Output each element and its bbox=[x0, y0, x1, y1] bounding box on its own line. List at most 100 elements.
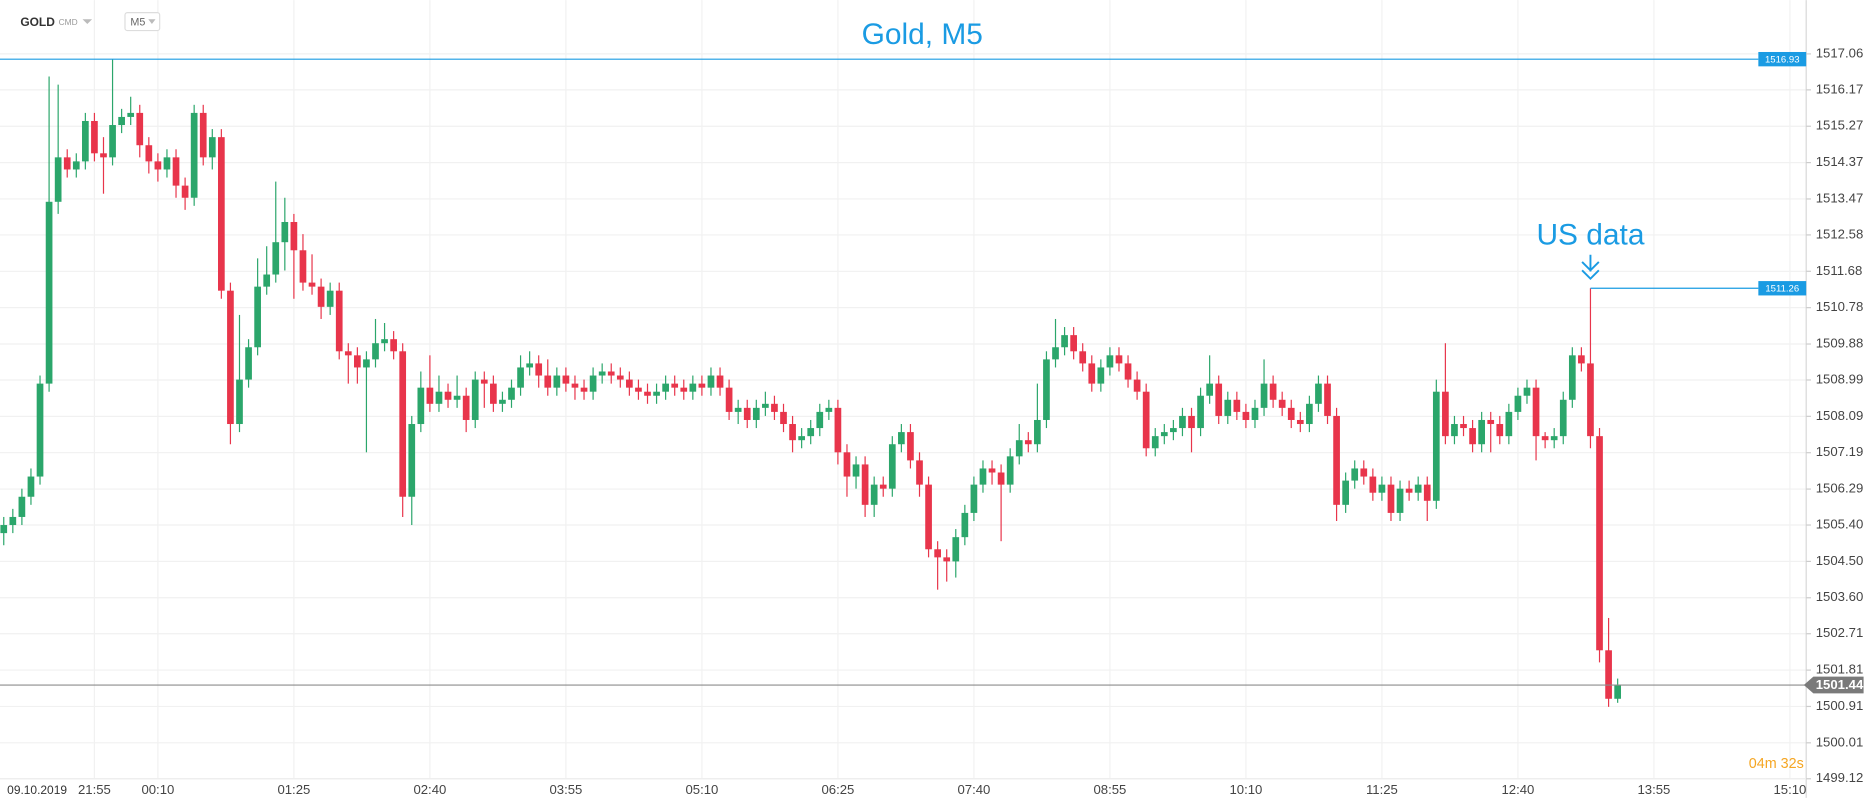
candle-body bbox=[245, 347, 252, 380]
interval-dropdown[interactable] bbox=[148, 19, 156, 25]
candle-body bbox=[635, 387, 642, 392]
candle-body bbox=[1287, 407, 1295, 420]
candle-body bbox=[236, 379, 243, 425]
candle-body bbox=[961, 512, 969, 538]
candle-body bbox=[580, 387, 588, 392]
candle-body bbox=[1505, 411, 1513, 437]
candle-body bbox=[1351, 468, 1359, 481]
candle-body bbox=[834, 407, 842, 453]
candle-body bbox=[1523, 387, 1531, 396]
candle-body bbox=[326, 290, 334, 307]
candle-body bbox=[698, 383, 706, 388]
candle-body bbox=[1532, 387, 1540, 437]
interval-select[interactable] bbox=[124, 12, 161, 32]
candle-body bbox=[72, 161, 80, 170]
candle-body bbox=[771, 403, 778, 412]
candle-body bbox=[1115, 355, 1123, 364]
candle-body bbox=[1451, 424, 1458, 437]
candle-body bbox=[1478, 419, 1486, 445]
plot bbox=[0, 59, 1622, 707]
candle-body bbox=[317, 286, 325, 307]
candle-body bbox=[1568, 355, 1576, 400]
candle-body bbox=[1442, 391, 1449, 437]
candle-body bbox=[363, 359, 370, 368]
candle-body bbox=[526, 363, 533, 368]
candle-body bbox=[290, 221, 298, 251]
candle-body bbox=[190, 112, 198, 198]
candle-body bbox=[1541, 436, 1549, 441]
candle-body bbox=[997, 472, 1005, 485]
candle-body bbox=[888, 444, 896, 489]
candle-body bbox=[1061, 335, 1068, 348]
candle-body bbox=[1496, 424, 1504, 437]
candle-body bbox=[916, 460, 923, 485]
candle-body bbox=[435, 391, 443, 404]
candle-body bbox=[490, 383, 497, 404]
y-tick-label: 1505.40 bbox=[1816, 517, 1864, 532]
candle-body bbox=[898, 432, 905, 445]
candle-body bbox=[1432, 391, 1440, 501]
candle-body bbox=[816, 411, 824, 429]
candle-body bbox=[109, 125, 116, 158]
candle-body bbox=[644, 391, 651, 396]
candle-body bbox=[499, 399, 506, 404]
candle-timer: 04m 32s bbox=[1749, 756, 1804, 772]
candle-body bbox=[471, 379, 479, 420]
y-tick-label: 1511.68 bbox=[1816, 263, 1863, 278]
candle-body bbox=[263, 274, 271, 287]
candle-body bbox=[1587, 363, 1594, 437]
candle-body bbox=[54, 157, 62, 202]
y-tick-label: 1499.12 bbox=[1816, 770, 1864, 785]
candle-body bbox=[1324, 383, 1331, 416]
candle-body bbox=[843, 452, 851, 477]
candle-body bbox=[1233, 399, 1241, 412]
y-tick-label: 1500.01 bbox=[1816, 734, 1864, 749]
candle-body bbox=[752, 407, 760, 420]
candle-body bbox=[662, 383, 669, 392]
candle-body bbox=[344, 351, 352, 356]
candle-body bbox=[1369, 476, 1377, 493]
candle-body bbox=[1559, 399, 1567, 437]
price-tag-label: 1511.26 bbox=[1765, 283, 1799, 294]
candle-body bbox=[462, 395, 470, 420]
candle-body bbox=[1469, 428, 1476, 445]
x-tick-label: 10:10 bbox=[1229, 782, 1262, 797]
candle-body bbox=[1142, 391, 1150, 449]
candle-body bbox=[127, 112, 135, 117]
candle-body bbox=[453, 395, 461, 400]
candle-body bbox=[870, 484, 878, 505]
candle-body bbox=[743, 407, 751, 420]
candle-body bbox=[508, 387, 515, 400]
candle-body bbox=[535, 363, 543, 376]
candle-body bbox=[1296, 419, 1304, 425]
y-tick-label: 1504.50 bbox=[1816, 553, 1864, 568]
y-tick-label: 1508.09 bbox=[1816, 408, 1864, 423]
candle-body bbox=[426, 387, 434, 404]
candle-body bbox=[725, 387, 733, 412]
candle-body bbox=[145, 145, 153, 162]
x-tick-label: 12:40 bbox=[1501, 782, 1534, 797]
candle-body bbox=[1133, 379, 1141, 392]
candle-body bbox=[82, 120, 89, 162]
candle-body bbox=[18, 496, 26, 517]
interval[interactable]: M5 bbox=[130, 17, 145, 29]
candle-body bbox=[354, 355, 361, 368]
symbol[interactable]: GOLD bbox=[20, 15, 55, 29]
x-tick-label: 05:10 bbox=[685, 782, 718, 797]
symbol-dropdown[interactable] bbox=[82, 19, 93, 25]
candle-body bbox=[879, 484, 887, 489]
candle-body bbox=[1043, 359, 1050, 420]
candle-body bbox=[91, 120, 98, 154]
candle-body bbox=[118, 116, 125, 126]
candle-body bbox=[1550, 436, 1558, 441]
candle-body bbox=[172, 157, 180, 186]
candle-body bbox=[1088, 363, 1096, 384]
x-tick-label: 15:10 bbox=[1773, 782, 1806, 797]
candle-body bbox=[1151, 436, 1159, 449]
candle-body bbox=[372, 343, 379, 360]
candle-body bbox=[27, 476, 35, 497]
x-tick-label: 03:55 bbox=[549, 782, 582, 797]
candle-body bbox=[1179, 415, 1186, 429]
candle-body bbox=[1251, 407, 1259, 420]
